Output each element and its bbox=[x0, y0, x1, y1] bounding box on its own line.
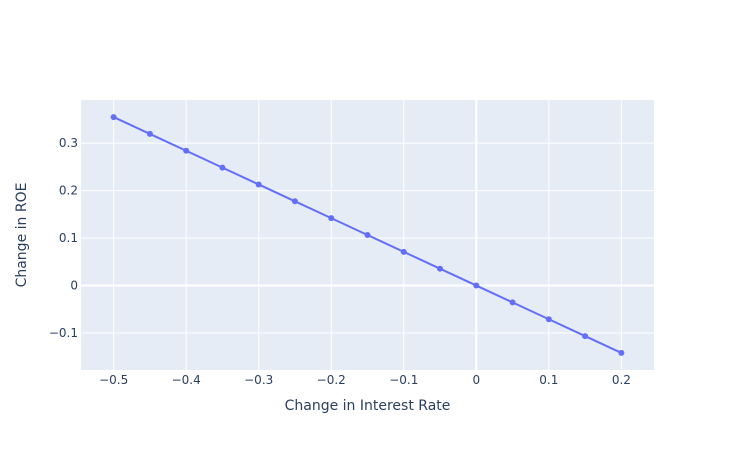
x-tick-label: 0.2 bbox=[612, 373, 631, 387]
y-tick-label: 0.2 bbox=[59, 184, 78, 198]
x-tick-label: 0.1 bbox=[539, 373, 558, 387]
data-point bbox=[545, 316, 552, 323]
x-tick-label: −0.5 bbox=[99, 373, 128, 387]
x-gridlines bbox=[113, 100, 622, 370]
x-tick-label: 0 bbox=[472, 373, 480, 387]
series-layer bbox=[110, 114, 625, 356]
y-axis-title: Change in ROE bbox=[14, 183, 30, 288]
y-gridlines bbox=[81, 142, 654, 334]
data-point bbox=[437, 265, 444, 272]
data-point bbox=[291, 198, 298, 205]
x-tick-label: −0.1 bbox=[389, 373, 418, 387]
y-tick-label: 0 bbox=[70, 279, 78, 293]
y-tick-label: −0.1 bbox=[49, 326, 78, 340]
x-tick-label: −0.3 bbox=[244, 373, 273, 387]
data-point bbox=[582, 333, 589, 340]
data-point bbox=[255, 181, 262, 188]
y-tick-label: 0.1 bbox=[59, 231, 78, 245]
data-point bbox=[509, 299, 516, 306]
data-point bbox=[328, 215, 335, 222]
data-point bbox=[364, 232, 371, 238]
data-point bbox=[473, 282, 480, 289]
x-tick-label: −0.2 bbox=[317, 373, 346, 387]
data-point bbox=[183, 147, 190, 154]
data-point bbox=[219, 164, 226, 171]
y-tick-labels: −0.1 0 0.1 0.2 0.3 bbox=[49, 136, 78, 340]
x-axis-title: Change in Interest Rate bbox=[285, 398, 451, 414]
data-point bbox=[400, 248, 407, 255]
data-point bbox=[618, 349, 625, 356]
y-tick-label: 0.3 bbox=[59, 136, 78, 150]
x-tick-label: −0.4 bbox=[172, 373, 201, 387]
x-tick-labels: −0.5 −0.4 −0.3 −0.2 −0.1 0 0.1 0.2 bbox=[99, 373, 631, 387]
data-point bbox=[146, 130, 153, 137]
data-point bbox=[110, 114, 117, 121]
